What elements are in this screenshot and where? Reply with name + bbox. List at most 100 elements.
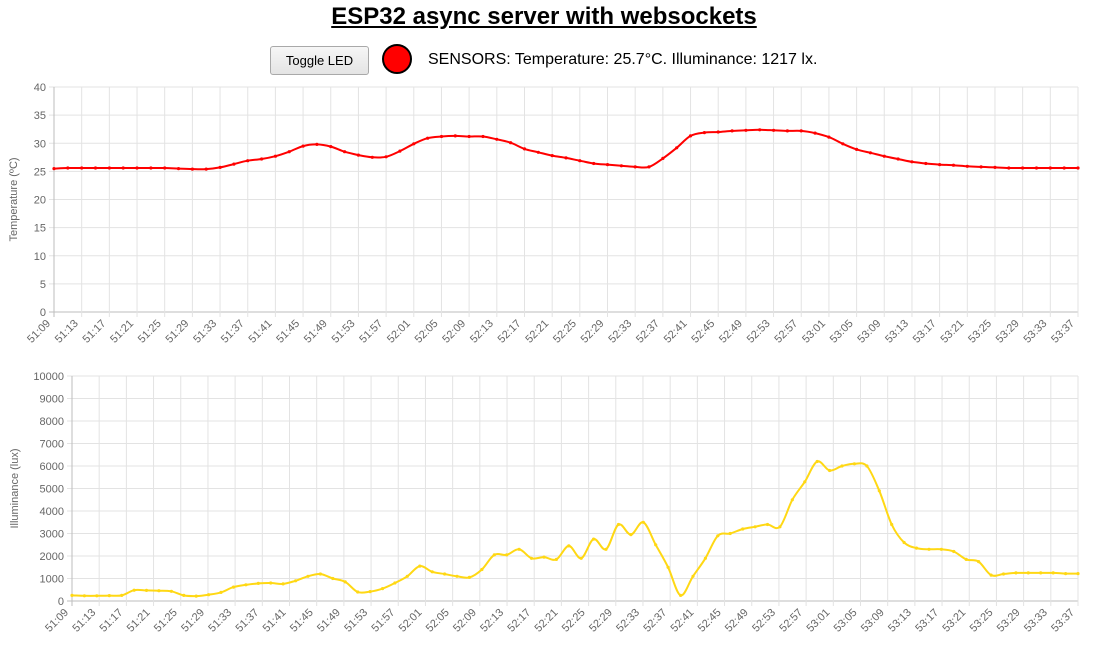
illuminance-x-tick-label: 52:37 [641,607,669,635]
temperature-x-tick-label: 52:01 [385,318,413,346]
illuminance-data-point [505,553,509,557]
illuminance-data-point [616,522,621,527]
illuminance-data-point [803,480,807,484]
temperature-x-tick-label: 53:05 [828,318,856,346]
temperature-x-tick-label: 52:57 [772,318,800,346]
illuminance-data-point [169,589,173,593]
temperature-data-point [1048,166,1052,170]
temperature-data-point [578,159,582,163]
illuminance-data-point [989,573,993,577]
illuminance-data-point [654,543,658,547]
temperature-x-tick-label: 53:33 [1021,318,1049,346]
temperature-x-tick-label: 53:17 [911,318,939,346]
page-title: ESP32 async server with websockets [331,3,757,30]
temperature-data-point [301,144,305,148]
temperature-data-point [979,165,983,169]
sensor-readout: SENSORS: Temperature: 25.7°C. Illuminanc… [428,51,818,68]
temperature-x-tick-label: 52:41 [662,318,690,346]
temperature-data-point [343,150,347,154]
temperature-x-tick-label: 52:05 [413,318,441,346]
illuminance-x-tick-label: 51:13 [70,607,98,635]
illuminance-x-tick-label: 52:05 [424,607,452,635]
illuminance-data-point [604,547,608,551]
temperature-data-point [1062,166,1066,170]
temperature-x-tick-label: 51:37 [219,318,247,346]
illuminance-data-point [380,587,385,591]
temperature-data-point [688,134,693,138]
illuminance-data-point [753,525,757,529]
illuminance-x-tick-label: 52:57 [777,607,805,635]
temperature-data-point [135,166,139,170]
illuminance-data-point [517,547,521,551]
temperature-x-tick-label: 51:57 [357,318,385,346]
temperature-data-point [785,129,790,133]
illuminance-x-tick-label: 52:25 [560,607,588,635]
illuminance-data-point [964,557,968,561]
temperature-x-tick-label: 52:09 [440,318,468,346]
illuminance-data-point [70,593,74,597]
illuminance-data-point [430,570,434,574]
illuminance-x-tick-label: 51:49 [315,607,343,635]
illuminance-data-point [231,585,236,589]
temperature-data-point [260,157,264,161]
illuminance-data-point [852,462,857,466]
illuminance-x-tick-label: 51:41 [261,607,289,635]
temperature-data-point [564,156,568,160]
temperature-data-point [1007,166,1011,170]
temperature-x-tick-label: 53:13 [883,318,911,346]
illuminance-data-point [691,574,695,578]
illuminance-data-point [679,593,683,597]
temperature-data-point [107,166,111,170]
illuminance-data-point [405,574,409,578]
temperature-y-tick-label: 40 [34,82,46,94]
temperature-x-tick-label: 51:53 [330,318,358,346]
temperature-data-point [1034,166,1039,170]
illuminance-x-tick-label: 51:33 [206,607,234,635]
illuminance-data-point [294,579,298,583]
illuminance-x-tick-label: 52:09 [451,607,479,635]
temperature-y-tick-label: 5 [40,279,46,291]
temperature-data-point [675,146,679,150]
illuminance-series-line [71,460,1079,598]
temperature-data-point [730,129,734,133]
illuminance-x-tick-label: 53:29 [995,607,1023,635]
temperature-data-point [841,142,845,146]
temperature-x-tick-label: 51:29 [164,318,192,346]
illuminance-data-point [865,464,869,468]
illuminance-data-point [318,572,322,576]
temperature-x-tick-label: 53:09 [855,318,883,346]
temperature-data-point [52,167,56,171]
illuminance-x-tick-label: 52:01 [397,607,425,635]
illuminance-x-tick-label: 51:45 [288,607,316,635]
illuminance-data-point [1014,571,1018,575]
illuminance-x-tick-label: 52:41 [669,607,697,635]
illuminance-data-point [1026,571,1030,575]
temperature-data-point [495,137,499,141]
temperature-data-point [273,154,277,158]
illuminance-x-tick-label: 52:21 [533,607,561,635]
illuminance-x-tick-label: 51:37 [233,607,261,635]
illuminance-x-tick-label: 52:49 [723,607,751,635]
illuminance-data-point [890,522,894,527]
illuminance-x-tick-label: 52:29 [587,607,615,635]
illuminance-x-tick-label: 51:17 [98,607,126,635]
temperature-data-point [176,167,181,171]
illuminance-data-point [579,556,583,560]
illuminance-data-point [480,567,484,572]
illuminance-data-point [244,583,248,587]
illuminance-y-tick-label: 7000 [40,439,64,451]
illuminance-y-tick-label: 1000 [40,574,64,586]
illuminance-data-point [182,593,186,597]
illuminance-y-tick-label: 10000 [33,371,64,383]
temperature-x-tick-label: 52:53 [745,318,773,346]
illuminance-data-point [902,540,906,545]
illuminance-data-point [207,593,211,597]
temperature-x-tick-label: 52:25 [551,318,579,346]
temperature-data-point [232,162,236,166]
temperature-data-point [647,165,651,169]
illuminance-x-tick-label: 52:33 [614,607,642,635]
temperature-data-point [965,164,969,168]
illuminance-y-tick-label: 9000 [40,394,64,406]
toggle-led-button[interactable]: Toggle LED [270,46,369,75]
temperature-data-point [910,160,914,164]
